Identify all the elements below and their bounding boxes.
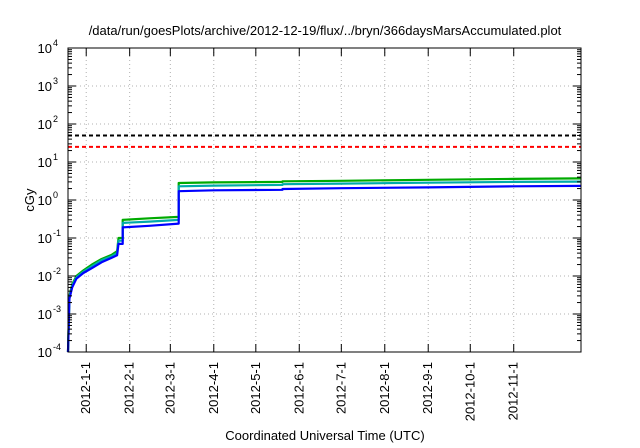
x-tick-label: 2012-5-1 [248,362,263,414]
y-tick-label: 10 [38,41,52,56]
x-axis-label: Coordinated Universal Time (UTC) [225,428,424,443]
x-tick-label: 2012-11-1 [506,362,521,420]
y-tick-label: 10 [38,231,52,246]
grid [68,48,581,352]
y-axis-label: cGy [22,188,37,212]
y-tick-exponent: 4 [53,38,58,48]
y-tick-label: 10 [38,117,52,132]
y-tick-label: 10 [38,345,52,360]
y-tick-label: 10 [38,193,52,208]
x-tick-label: 2012-8-1 [377,362,392,414]
x-tick-label: 2012-4-1 [206,362,221,414]
y-tick-exponent: -1 [53,228,61,238]
series-line [66,177,582,353]
y-tick-exponent: 1 [53,152,58,162]
x-tick-label: 2012-10-1 [462,362,477,421]
series-group [66,177,582,353]
y-tick-exponent: -2 [53,266,61,276]
y-tick-exponent: -4 [53,342,61,352]
y-tick-label: 10 [38,269,52,284]
x-tick-label: 2012-3-1 [162,362,177,414]
series-line [66,180,582,353]
x-axis: 2012-1-1 2012-2-1 2012-3-1 2012-4-1 2012-5-1… [78,48,521,421]
chart-title: /data/run/goesPlots/archive/2012-12-19/f… [89,23,562,38]
y-tick-label: 10 [38,307,52,322]
x-tick-label: 2012-9-1 [420,362,435,414]
y-tick-exponent: 0 [53,190,58,200]
y-tick-exponent: 2 [53,114,58,124]
x-tick-label: 2012-7-1 [333,362,348,414]
series-line [66,184,582,353]
y-tick-exponent: -3 [53,304,61,314]
x-tick-label: 2012-2-1 [122,362,137,414]
y-tick-exponent: 3 [53,76,58,86]
x-tick-label: 2012-1-1 [78,362,93,414]
reference-lines [68,134,581,148]
y-tick-label: 10 [38,155,52,170]
x-tick-label: 2012-6-1 [291,362,306,414]
y-tick-label: 10 [38,79,52,94]
